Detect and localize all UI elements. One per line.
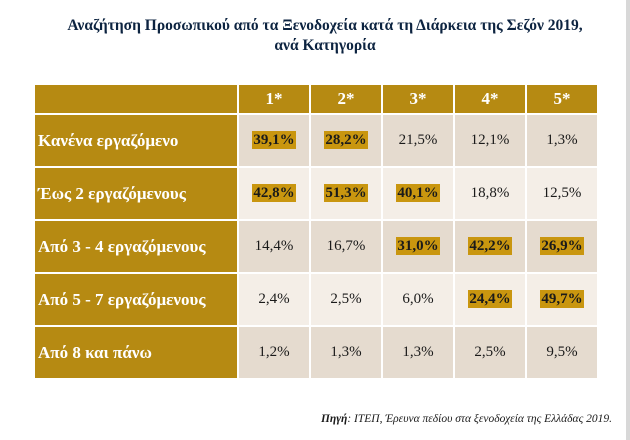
table-cell: 2,5%: [453, 325, 527, 380]
table-cell: 51,3%: [309, 166, 383, 221]
table-cell: 39,1%: [237, 113, 311, 168]
highlighted-value: 31,0%: [396, 237, 440, 255]
table-cell: 12,5%: [525, 166, 599, 221]
column-header: 2*: [309, 83, 383, 115]
highlighted-value: 51,3%: [324, 184, 368, 202]
table-row: Από 8 και πάνω 1,2% 1,3% 1,3% 2,5% 9,5%: [33, 325, 599, 380]
highlighted-value: 28,2%: [324, 131, 368, 149]
table-cell: 31,0%: [381, 219, 455, 274]
table-row: Από 5 - 7 εργαζόμενους 2,4% 2,5% 6,0% 24,4% 4…: [33, 272, 599, 327]
cell-value: 18,8%: [470, 185, 510, 201]
table-cell: 26,9%: [525, 219, 599, 274]
table-cell: 2,4%: [237, 272, 311, 327]
table-cell: 18,8%: [453, 166, 527, 221]
column-header: 4*: [453, 83, 527, 115]
cell-value: 21,5%: [398, 132, 438, 148]
table-row: Από 3 - 4 εργαζόμενους 14,4% 16,7% 31,0% 42,…: [33, 219, 599, 274]
column-header: 3*: [381, 83, 455, 115]
cell-value: 16,7%: [326, 238, 366, 254]
page-edge: [626, 0, 630, 440]
row-label: Από 5 - 7 εργαζόμενους: [33, 272, 239, 327]
row-label: Από 8 και πάνω: [33, 325, 239, 380]
table-cell: 42,2%: [453, 219, 527, 274]
cell-value: 2,4%: [258, 291, 290, 307]
highlighted-value: 39,1%: [252, 131, 296, 149]
cell-value: 14,4%: [254, 238, 294, 254]
page-title: Αναζήτηση Προσωπικού από τα Ξενοδοχεία κ…: [30, 16, 620, 56]
highlighted-value: 42,8%: [252, 184, 296, 202]
cell-value: 1,2%: [258, 344, 290, 360]
table-row: Κανένα εργαζόμενο 39,1% 28,2% 21,5% 12,1% 1,3…: [33, 113, 599, 168]
table-cell: 24,4%: [453, 272, 527, 327]
cell-value: 1,3%: [330, 344, 362, 360]
table-row: Έως 2 εργαζόμενους 42,8% 51,3% 40,1% 18,8% 12…: [33, 166, 599, 221]
cell-value: 12,1%: [470, 132, 510, 148]
table-cell: 1,3%: [309, 325, 383, 380]
table-cell: 9,5%: [525, 325, 599, 380]
source-label: Πηγή: [320, 413, 348, 425]
cell-value: 2,5%: [330, 291, 362, 307]
highlighted-value: 49,7%: [540, 290, 584, 308]
highlighted-value: 26,9%: [540, 237, 584, 255]
highlighted-value: 42,2%: [468, 237, 512, 255]
source-note: Πηγή: ΙΤΕΠ, Έρευνα πεδίου στα ξενοδοχεία…: [321, 413, 612, 425]
table-cell: 2,5%: [309, 272, 383, 327]
cell-value: 9,5%: [546, 344, 578, 360]
table-cell: 16,7%: [309, 219, 383, 274]
cell-value: 12,5%: [542, 185, 582, 201]
table-cell: 42,8%: [237, 166, 311, 221]
row-label: Κανένα εργαζόμενο: [33, 113, 239, 168]
highlighted-value: 24,4%: [468, 290, 512, 308]
table-cell: 21,5%: [381, 113, 455, 168]
table-header-row: 1* 2* 3* 4* 5*: [33, 83, 599, 115]
table-cell: 6,0%: [381, 272, 455, 327]
table-cell: 49,7%: [525, 272, 599, 327]
title-line-2: ανά Κατηγορία: [274, 37, 376, 54]
cell-value: 6,0%: [402, 291, 434, 307]
column-header: 5*: [525, 83, 599, 115]
column-header: 1*: [237, 83, 311, 115]
staffing-table: 1* 2* 3* 4* 5* Κανένα εργαζόμενο 39,1% 28,…: [33, 83, 599, 380]
header-corner-cell: [33, 83, 239, 115]
table-cell: 1,2%: [237, 325, 311, 380]
table-cell: 1,3%: [525, 113, 599, 168]
table-cell: 28,2%: [309, 113, 383, 168]
row-label: Από 3 - 4 εργαζόμενους: [33, 219, 239, 274]
source-text: : ΙΤΕΠ, Έρευνα πεδίου στα ξενοδοχεία της…: [347, 413, 612, 425]
cell-value: 1,3%: [546, 132, 578, 148]
table-cell: 14,4%: [237, 219, 311, 274]
highlighted-value: 40,1%: [396, 184, 440, 202]
table-cell: 12,1%: [453, 113, 527, 168]
title-line-1: Αναζήτηση Προσωπικού από τα Ξενοδοχεία κ…: [67, 17, 583, 34]
cell-value: 2,5%: [474, 344, 506, 360]
table-cell: 40,1%: [381, 166, 455, 221]
cell-value: 1,3%: [402, 344, 434, 360]
table-cell: 1,3%: [381, 325, 455, 380]
row-label: Έως 2 εργαζόμενους: [33, 166, 239, 221]
